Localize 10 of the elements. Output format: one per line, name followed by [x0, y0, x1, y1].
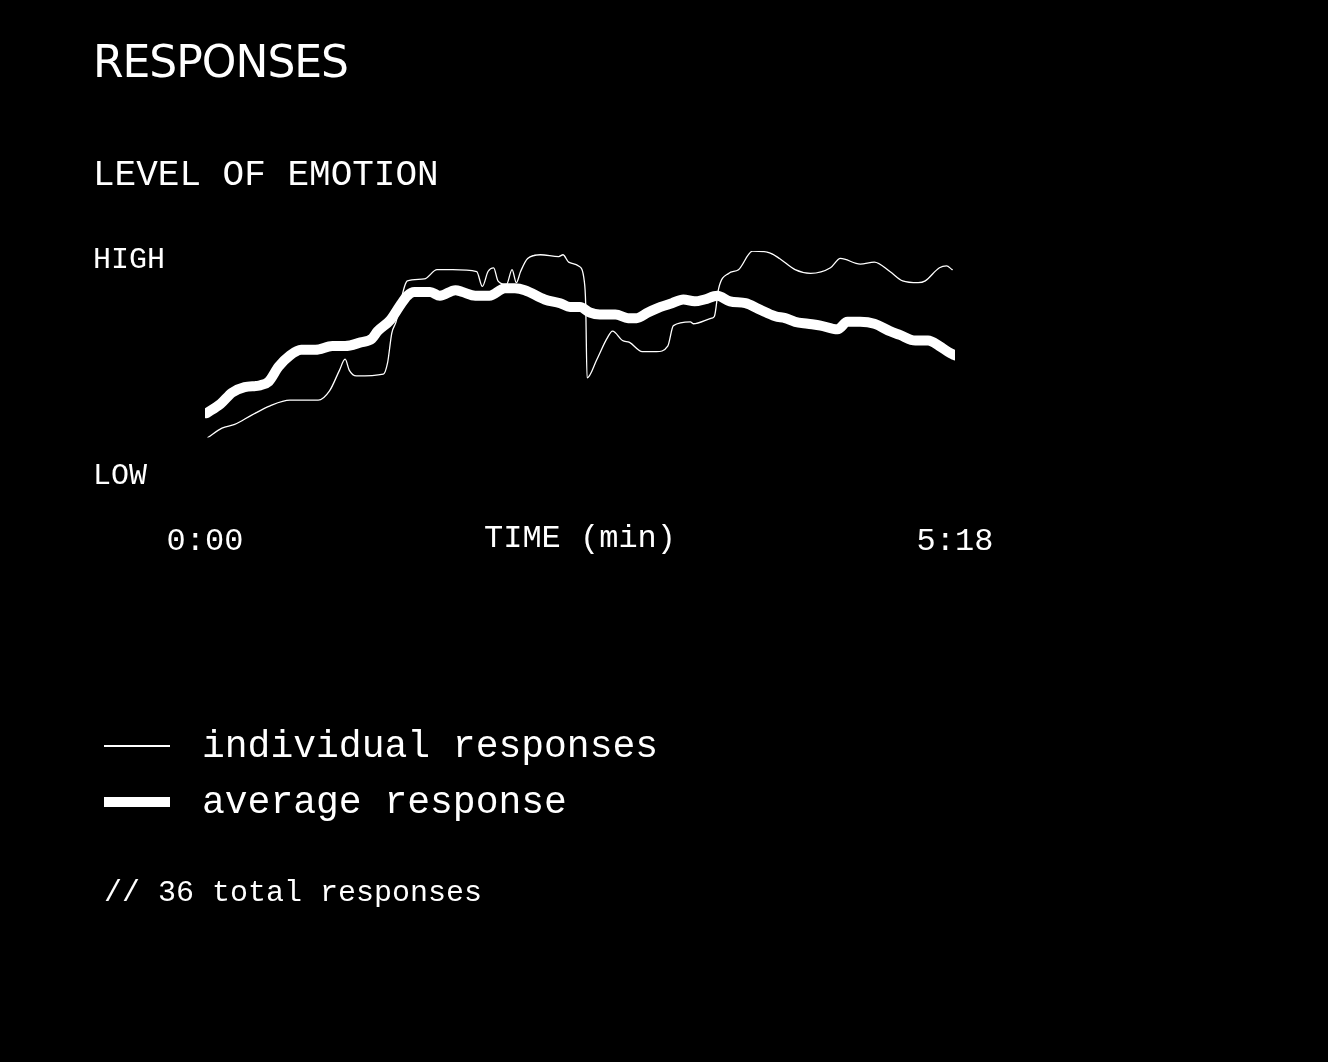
x-axis-title: TIME (min) [483, 519, 677, 557]
legend-label: average response [202, 780, 567, 824]
text: LOW [93, 459, 148, 494]
legend-label: individual responses [202, 724, 659, 768]
chart-subtitle: LEVEL OF EMOTION [93, 155, 439, 196]
x-tick-label: 0:00 [166, 523, 244, 561]
text: HIGH [93, 242, 166, 277]
x-tick-label: 5:18 [916, 523, 994, 561]
text: // 36 total responses [104, 876, 483, 910]
chart-title: RESPONSES [93, 36, 349, 87]
